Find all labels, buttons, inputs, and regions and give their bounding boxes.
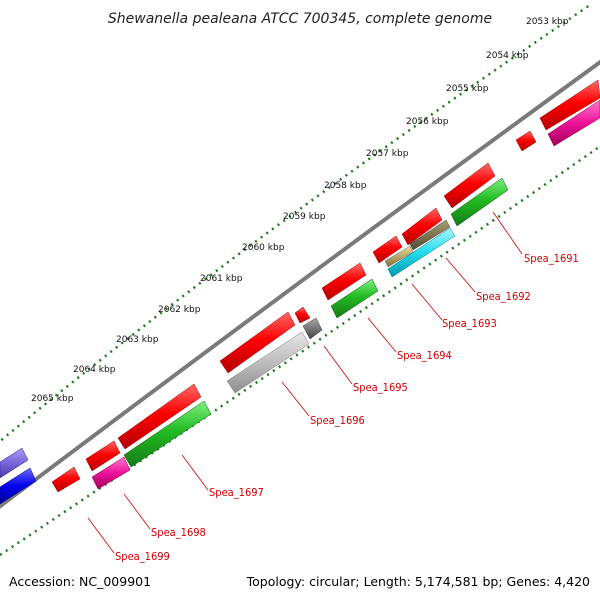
accession-text: Accession: NC_009901 — [9, 574, 151, 589]
gene-arrow[interactable] — [515, 130, 537, 152]
gene-label[interactable]: Spea_1693 — [442, 317, 497, 330]
kbp-label: 2062 kbp — [158, 305, 201, 315]
gene-label[interactable]: Spea_1696 — [310, 414, 365, 427]
gene-arrow[interactable] — [330, 278, 379, 319]
leader-line — [445, 257, 476, 293]
gene-arrow[interactable] — [321, 262, 367, 301]
gene-label[interactable]: Spea_1694 — [397, 349, 452, 362]
gene-label[interactable]: Spea_1698 — [151, 526, 206, 539]
genome-summary-text: Topology: circular; Length: 5,174,581 bp… — [246, 574, 590, 589]
gene-arrow[interactable] — [85, 440, 121, 472]
gene-label[interactable]: Spea_1699 — [115, 550, 170, 563]
kbp-label: 2057 kbp — [366, 149, 409, 159]
gene-arrow[interactable] — [226, 331, 310, 394]
gene-label[interactable]: Spea_1692 — [476, 290, 531, 303]
kbp-label: 2053 kbp — [526, 17, 569, 27]
kbp-labels: 2053 kbp 2054 kbp 2055 kbp 2056 kbp 2057… — [31, 17, 569, 404]
kbp-label: 2059 kbp — [283, 212, 326, 222]
kbp-label: 2065 kbp — [31, 394, 74, 404]
leader-line — [367, 317, 397, 353]
label-leaders — [87, 211, 523, 554]
gene-arrow[interactable] — [302, 317, 323, 340]
second-lane-features — [0, 99, 600, 505]
outer-ruler-ring — [0, 3, 591, 443]
gene-arrow[interactable] — [51, 466, 81, 493]
kbp-label: 2055 kbp — [446, 84, 489, 94]
gene-arrow[interactable] — [219, 311, 296, 374]
kbp-label: 2058 kbp — [324, 181, 367, 191]
kbp-label: 2054 kbp — [486, 51, 529, 61]
kbp-label: 2060 kbp — [242, 243, 285, 253]
gene-arrow[interactable] — [0, 447, 29, 479]
gene-arrow[interactable] — [372, 235, 403, 264]
gene-arrow[interactable] — [123, 400, 212, 468]
leader-line — [87, 517, 115, 554]
gene-arrow[interactable] — [387, 227, 456, 278]
gene-arrow[interactable] — [117, 383, 202, 450]
kbp-label: 2064 kbp — [73, 365, 116, 375]
gene-arrow[interactable] — [547, 99, 600, 147]
kbp-label: 2056 kbp — [406, 117, 449, 127]
gene-label[interactable]: Spea_1697 — [209, 486, 264, 499]
forward-features — [51, 79, 600, 493]
leader-line — [411, 283, 443, 321]
gene-labels: Spea_1691 Spea_1692 Spea_1693 Spea_1694 … — [115, 252, 579, 563]
leader-line — [123, 493, 151, 530]
leader-line — [281, 381, 310, 417]
gene-label[interactable]: Spea_1691 — [524, 252, 579, 265]
gene-arrow[interactable] — [0, 467, 37, 505]
gene-arrow[interactable] — [384, 245, 414, 268]
map-title: Shewanella pealeana ATCC 700345, complet… — [108, 11, 492, 27]
gene-arrow[interactable] — [443, 162, 496, 209]
gene-arrow[interactable] — [294, 306, 311, 324]
kbp-label: 2061 kbp — [200, 274, 243, 284]
genome-backbone — [0, 59, 600, 509]
leader-line — [492, 211, 523, 255]
gene-arrow[interactable] — [450, 177, 509, 227]
gene-arrow[interactable] — [409, 219, 451, 251]
gene-arrow[interactable] — [539, 79, 600, 131]
kbp-label: 2063 kbp — [116, 335, 159, 345]
leader-line — [323, 345, 353, 385]
gene-arrow[interactable] — [91, 456, 131, 490]
leader-line — [181, 454, 209, 491]
gene-arrow[interactable] — [401, 207, 443, 246]
gene-label[interactable]: Spea_1695 — [353, 381, 408, 394]
